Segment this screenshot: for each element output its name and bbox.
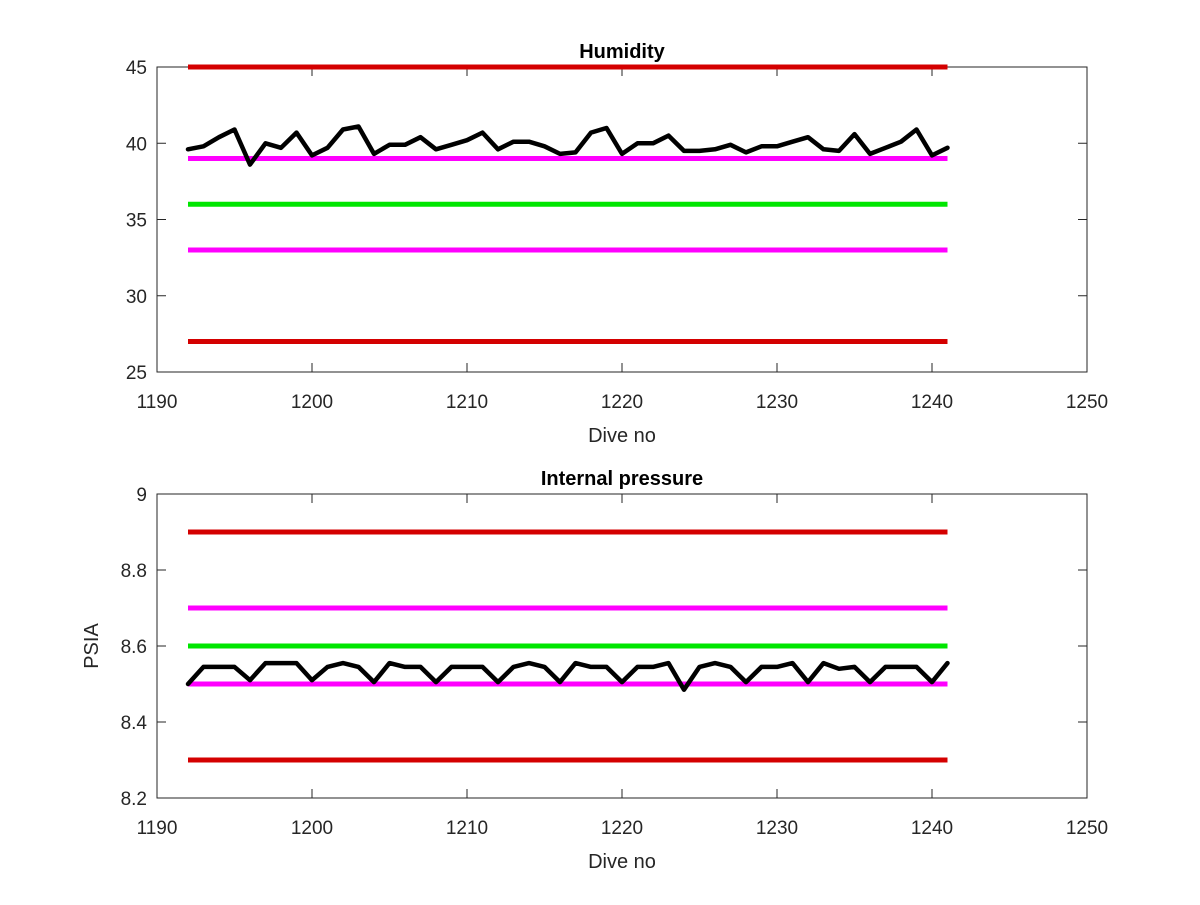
humidity-x-tick-label: 1230 <box>756 392 798 413</box>
pressure-x-tick-label: 1240 <box>911 818 953 839</box>
humidity-y-tick-label: 35 <box>126 211 147 232</box>
humidity-x-tick-label: 1210 <box>446 392 488 413</box>
humidity-chart-title: Humidity <box>579 41 665 63</box>
pressure-y-tick-label: 8.2 <box>121 789 147 810</box>
pressure-y-axis-label: PSIA <box>81 623 103 669</box>
humidity-x-tick-label: 1190 <box>137 392 178 413</box>
pressure-x-tick-label: 1210 <box>446 818 488 839</box>
humidity-x-axis-label: Dive no <box>588 425 656 447</box>
pressure-x-tick-label: 1250 <box>1066 818 1108 839</box>
humidity-y-tick-label: 45 <box>126 58 147 79</box>
pressure-x-axis-label: Dive no <box>588 851 656 873</box>
humidity-chart: 1190 1200 1210 1220 1230 1240 1250 25 30 35 40 45 Hu… <box>126 41 1108 447</box>
pressure-y-tick-label: 8.4 <box>121 713 148 734</box>
pressure-y-tick-label: 8.6 <box>121 637 147 658</box>
humidity-y-tick-label: 30 <box>126 287 147 308</box>
pressure-x-tick-label: 1190 <box>137 818 178 839</box>
humidity-x-tick-label: 1240 <box>911 392 953 413</box>
humidity-axes-box <box>157 67 1087 372</box>
pressure-chart-title: Internal pressure <box>541 468 703 490</box>
internal-pressure-chart: 1190 1200 1210 1220 1230 1240 1250 8.2 8.4 8.6 8.8… <box>81 468 1108 873</box>
humidity-x-tick-label: 1250 <box>1066 392 1108 413</box>
pressure-y-tick-label: 9 <box>136 485 147 506</box>
humidity-y-tick-label: 40 <box>126 134 147 155</box>
humidity-x-tick-label: 1220 <box>601 392 643 413</box>
humidity-y-tick-label: 25 <box>126 363 147 384</box>
humidity-x-tick-label: 1200 <box>291 392 333 413</box>
pressure-x-tick-label: 1220 <box>601 818 643 839</box>
pressure-y-tick-label: 8.8 <box>121 561 147 582</box>
pressure-x-tick-label: 1230 <box>756 818 798 839</box>
pressure-x-tick-label: 1200 <box>291 818 333 839</box>
